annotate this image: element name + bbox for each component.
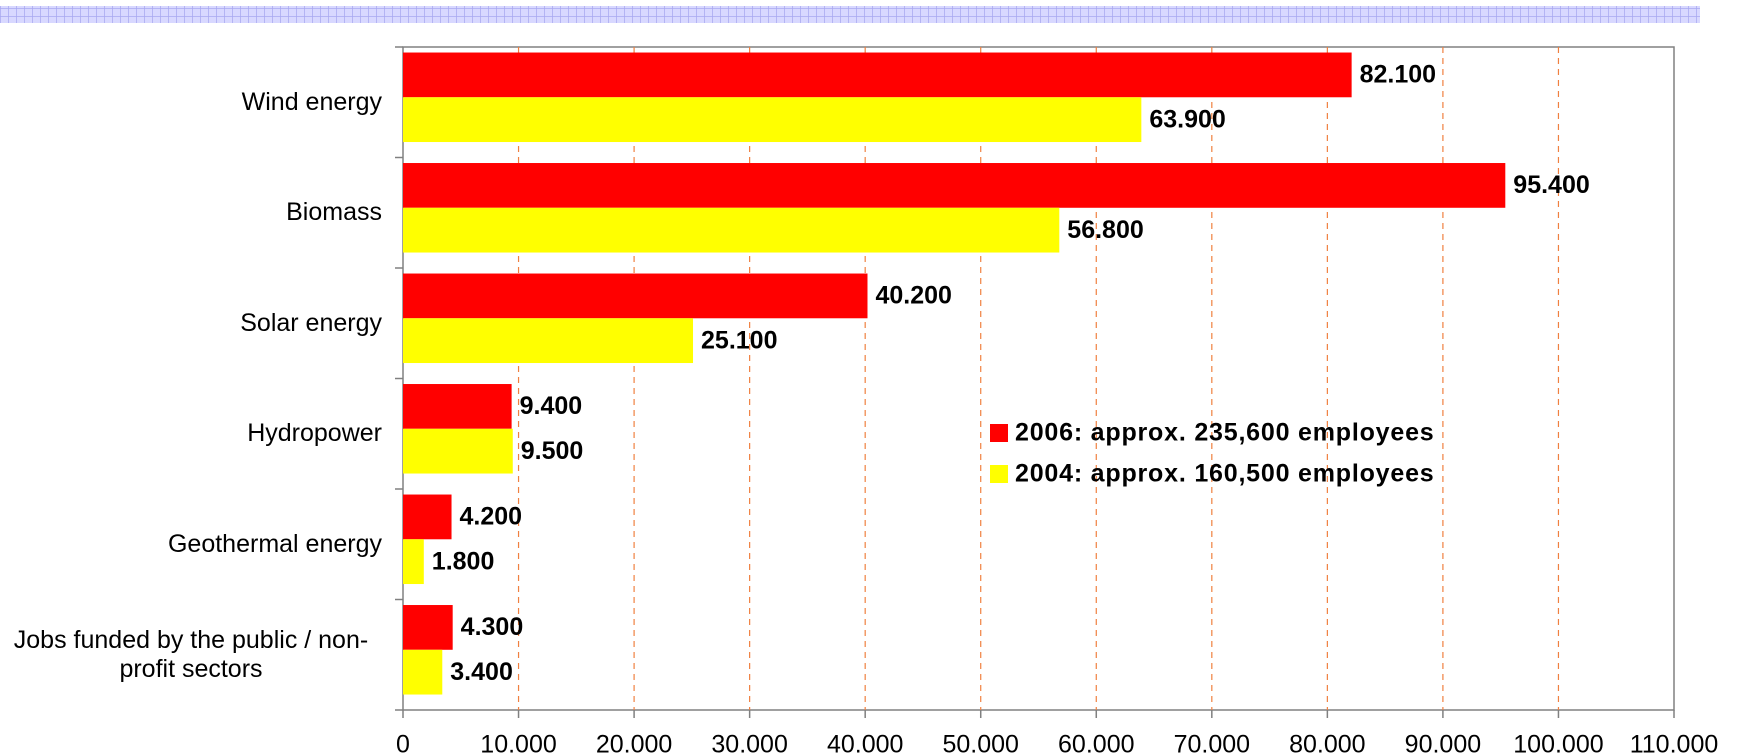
bar <box>403 207 1060 253</box>
value-label: 56.800 <box>1067 216 1143 244</box>
legend-swatch <box>990 424 1008 442</box>
category-text: Geothermal energy <box>167 529 382 558</box>
bar <box>403 539 424 585</box>
category-text: Solar energy <box>240 308 382 337</box>
y-tick-label: Jobs funded by the public / non-profit s… <box>0 600 382 711</box>
bar <box>403 605 453 650</box>
value-label: 63.900 <box>1149 105 1225 133</box>
x-tick-label: 10.000 <box>480 731 556 756</box>
bar <box>403 494 452 540</box>
x-tick-label: 70.000 <box>1174 731 1250 756</box>
value-label: 4.300 <box>461 613 524 641</box>
category-text: Biomass <box>286 198 382 227</box>
x-tick-label: 30.000 <box>711 731 787 756</box>
bar <box>403 273 868 319</box>
category-text: Hydropower <box>247 419 382 448</box>
x-tick-label: 110.000 <box>1630 731 1719 756</box>
legend-swatch <box>990 465 1008 483</box>
bar <box>403 318 694 364</box>
bar <box>403 384 512 429</box>
value-label: 25.100 <box>701 326 777 354</box>
value-label: 95.400 <box>1513 171 1589 199</box>
bar <box>403 428 513 474</box>
legend-label: 2006: approx. 235,600 employees <box>1015 419 1434 447</box>
y-tick-label: Wind energy <box>0 47 382 158</box>
x-tick-label: 60.000 <box>1058 731 1134 756</box>
value-label: 1.800 <box>432 547 495 575</box>
category-text: Wind energy <box>241 87 382 116</box>
bar <box>403 97 1142 143</box>
header-stripe <box>0 6 1700 23</box>
plot-frame <box>402 46 1675 711</box>
bar <box>403 649 443 695</box>
x-tick-label: 90.000 <box>1405 731 1481 756</box>
legend-label: 2004: approx. 160,500 employees <box>1015 460 1434 488</box>
value-label: 4.200 <box>460 503 523 531</box>
y-tick-label: Geothermal energy <box>0 489 382 600</box>
x-tick-label: 50.000 <box>942 731 1018 756</box>
x-tick-label: 80.000 <box>1289 731 1365 756</box>
value-label: 40.200 <box>875 282 951 310</box>
bar <box>403 163 1506 208</box>
value-label: 3.400 <box>450 658 513 686</box>
x-tick-label: 40.000 <box>827 731 903 756</box>
value-label: 82.100 <box>1360 61 1436 89</box>
x-tick-label: 100.000 <box>1513 731 1603 756</box>
value-label: 9.500 <box>521 437 584 465</box>
x-tick-label: 20.000 <box>596 731 672 756</box>
value-label: 9.400 <box>520 392 583 420</box>
y-tick-label: Biomass <box>0 158 382 269</box>
category-text: Jobs funded by the public / non-profit s… <box>13 625 369 683</box>
y-tick-label: Hydropower <box>0 379 382 490</box>
bar <box>403 52 1352 98</box>
x-tick-label: 0 <box>396 731 410 756</box>
y-tick-label: Solar energy <box>0 268 382 379</box>
